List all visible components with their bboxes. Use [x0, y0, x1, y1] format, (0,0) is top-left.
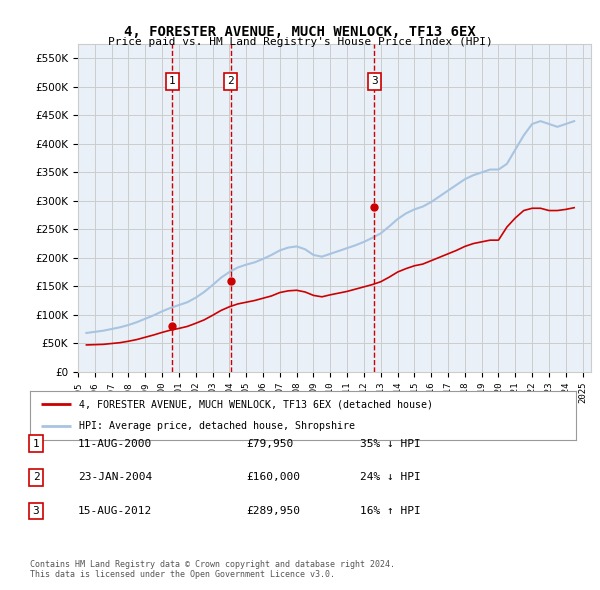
Text: £160,000: £160,000	[246, 473, 300, 482]
Text: 3: 3	[371, 76, 377, 86]
Text: Contains HM Land Registry data © Crown copyright and database right 2024.
This d: Contains HM Land Registry data © Crown c…	[30, 560, 395, 579]
Text: 4, FORESTER AVENUE, MUCH WENLOCK, TF13 6EX (detached house): 4, FORESTER AVENUE, MUCH WENLOCK, TF13 6…	[79, 399, 433, 409]
Text: 24% ↓ HPI: 24% ↓ HPI	[360, 473, 421, 482]
Text: 4, FORESTER AVENUE, MUCH WENLOCK, TF13 6EX: 4, FORESTER AVENUE, MUCH WENLOCK, TF13 6…	[124, 25, 476, 39]
Text: £79,950: £79,950	[246, 439, 293, 448]
Text: 1: 1	[32, 439, 40, 448]
Text: 2: 2	[227, 76, 234, 86]
Text: 15-AUG-2012: 15-AUG-2012	[78, 506, 152, 516]
Text: 1: 1	[169, 76, 176, 86]
Text: 2: 2	[32, 473, 40, 482]
Text: Price paid vs. HM Land Registry's House Price Index (HPI): Price paid vs. HM Land Registry's House …	[107, 37, 493, 47]
Text: HPI: Average price, detached house, Shropshire: HPI: Average price, detached house, Shro…	[79, 421, 355, 431]
Text: £289,950: £289,950	[246, 506, 300, 516]
Text: 11-AUG-2000: 11-AUG-2000	[78, 439, 152, 448]
Text: 23-JAN-2004: 23-JAN-2004	[78, 473, 152, 482]
Text: 16% ↑ HPI: 16% ↑ HPI	[360, 506, 421, 516]
Text: 35% ↓ HPI: 35% ↓ HPI	[360, 439, 421, 448]
Text: 3: 3	[32, 506, 40, 516]
